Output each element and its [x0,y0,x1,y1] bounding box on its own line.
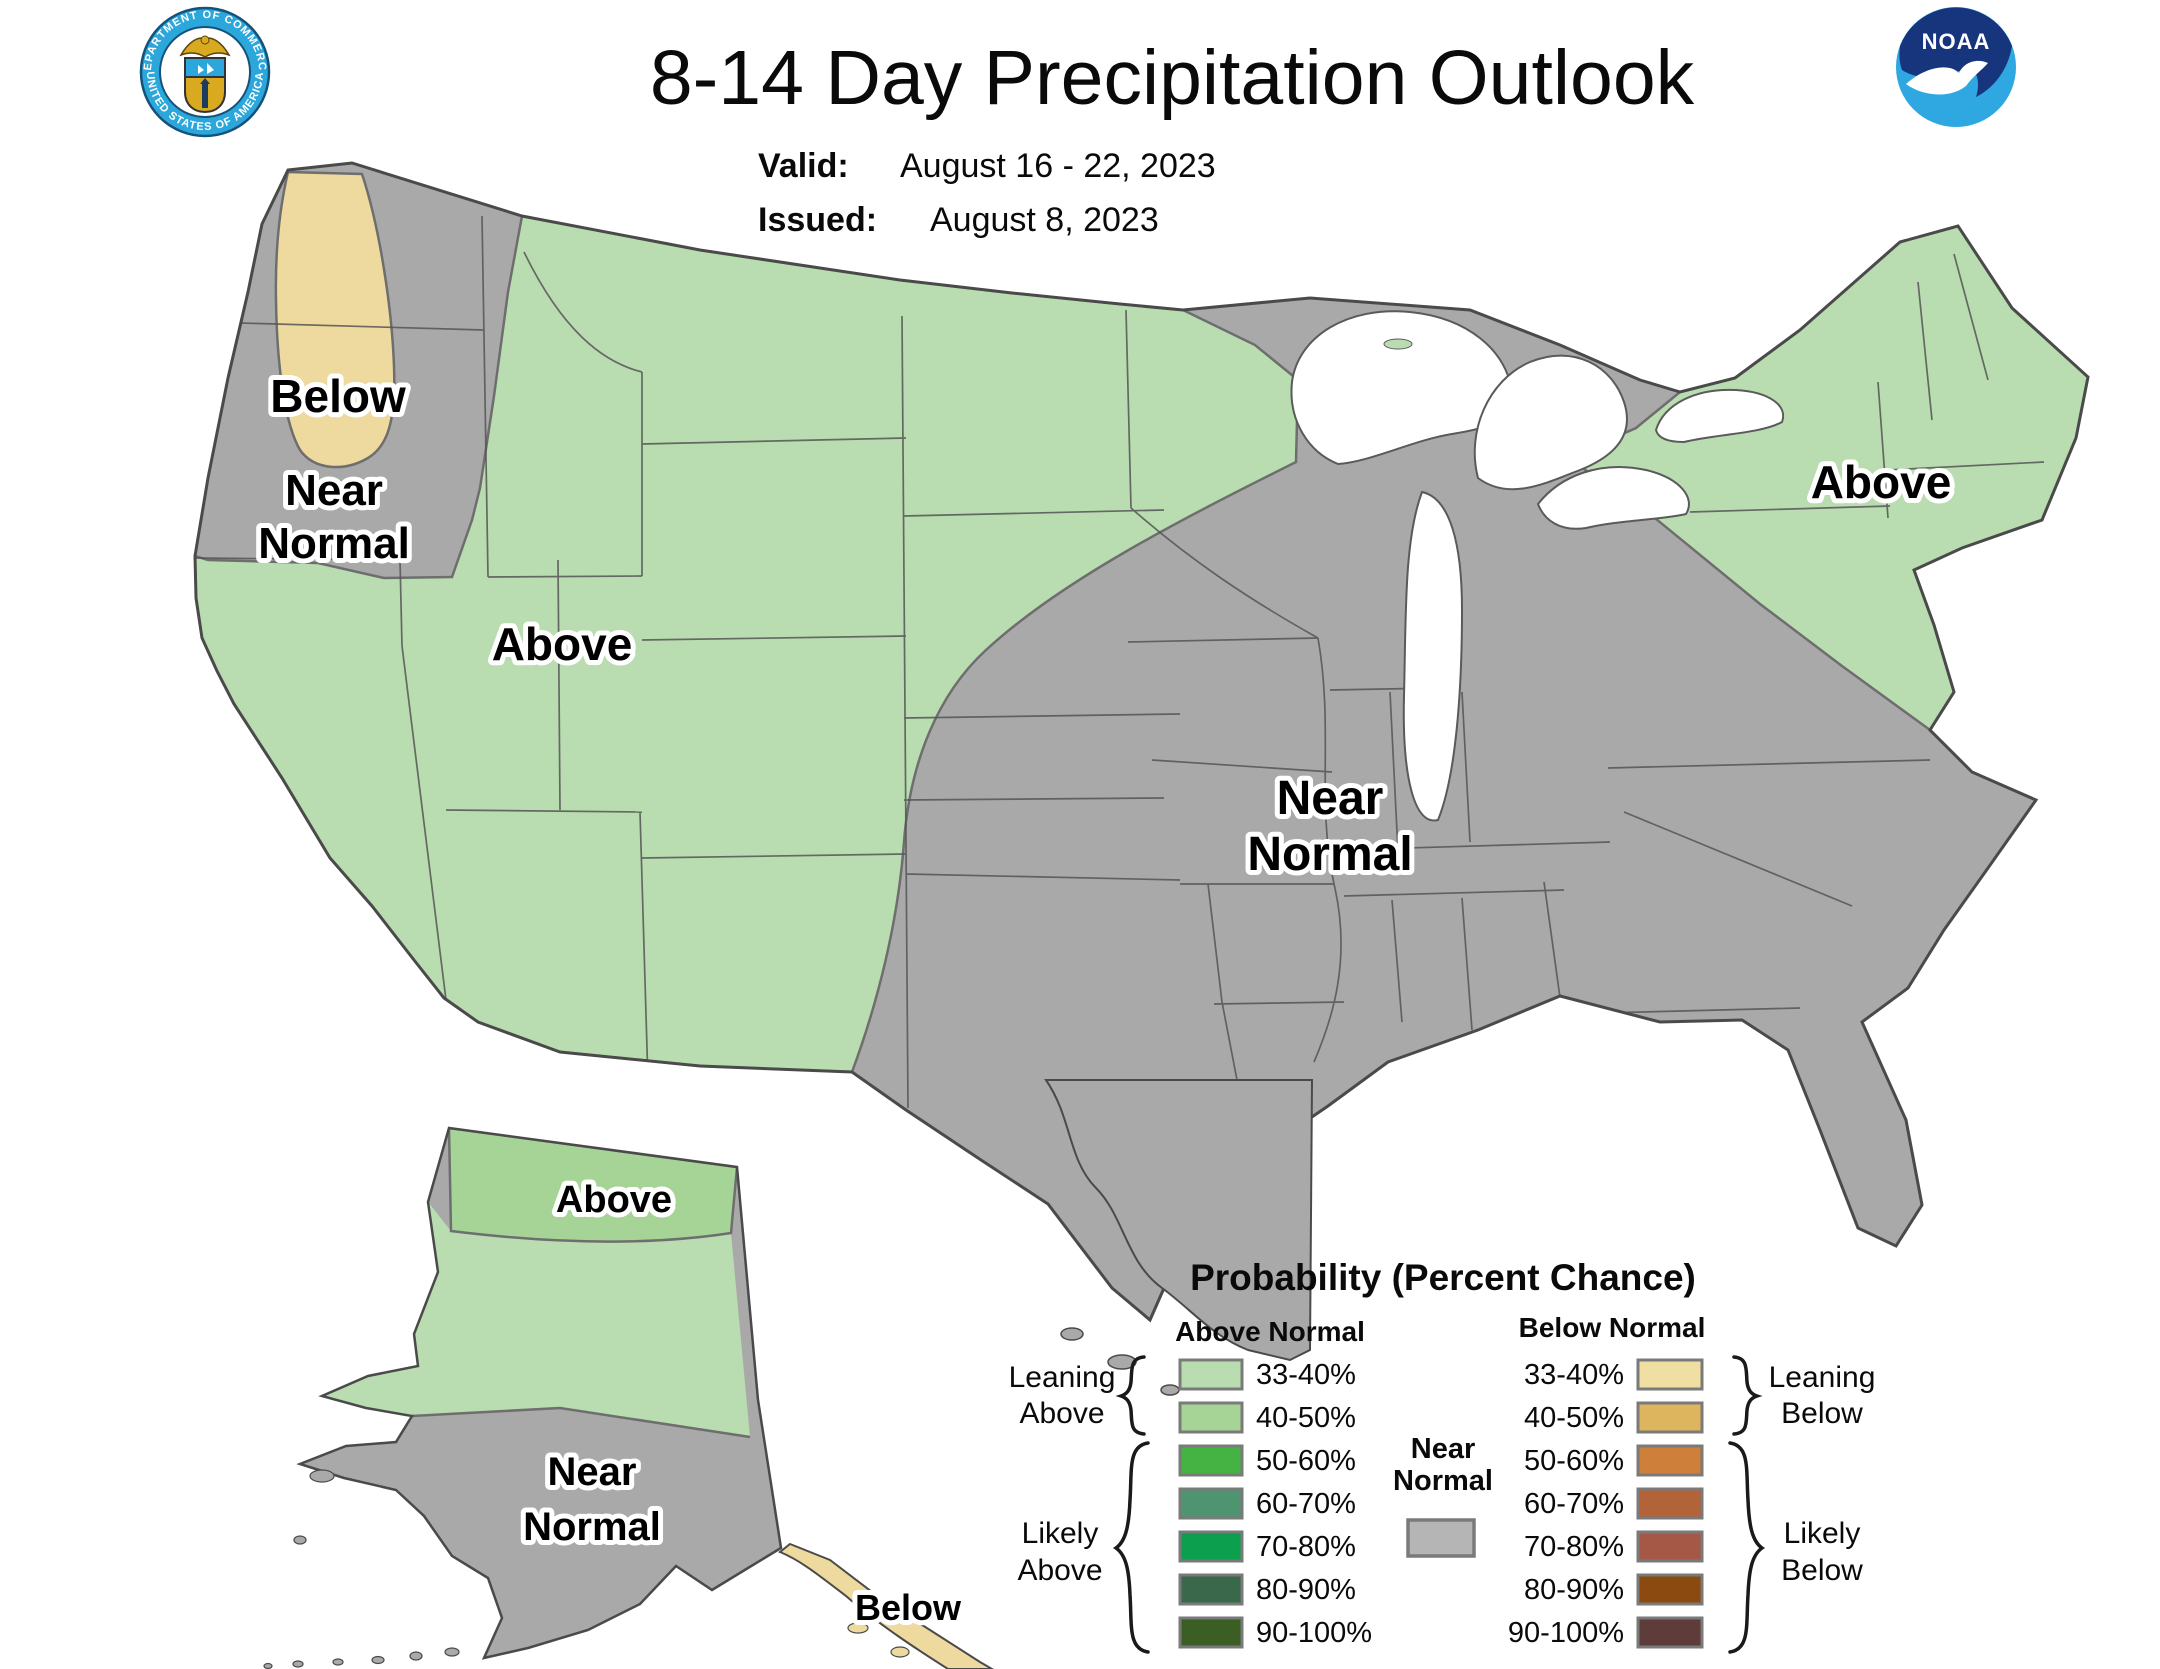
page-title: 8-14 Day Precipitation Outlook [650,35,1695,121]
alaska-map: Above Near Normal Below [263,1079,1314,1669]
seagull-icon [1906,60,1988,95]
swatch-above-60-70 [1178,1487,1244,1520]
brace-leaning-below [1732,1355,1763,1436]
label-likely-above-1: Likely [1022,1517,1099,1550]
legend: Probability (Percent Chance) Above Norma… [1009,1257,1876,1654]
legend-above-range-labels: 33-40% 40-50% 50-60% 60-70% 70-80% 80-90… [1256,1359,1372,1649]
swatch-below-50-60 [1636,1444,1704,1477]
swatch-above-40-50 [1178,1401,1244,1434]
aleutian-islands [263,1469,460,1669]
range-label: 70-80% [1524,1531,1624,1563]
swatch-above-33-40 [1178,1358,1244,1391]
lake-ontario [1654,388,1785,444]
legend-below-range-labels: 33-40% 40-50% 50-60% 60-70% 70-80% 80-90… [1508,1359,1624,1649]
isle-royale [1383,338,1413,350]
label-alaska-below: Below [855,1587,962,1628]
brace-leaning-above [1115,1355,1146,1436]
range-label: 33-40% [1524,1359,1624,1391]
swatch-below-70-80 [1636,1530,1704,1563]
label-alaska-above: Above [556,1179,672,1221]
range-label: 40-50% [1524,1402,1624,1434]
label-west-above: Above [492,618,633,670]
valid-label: Valid: [758,147,849,185]
legend-title: Probability (Percent Chance) [1190,1257,1696,1298]
range-label: 90-100% [1508,1617,1624,1649]
region-alaska-above-medium [447,1128,739,1243]
legend-above-swatches [1178,1358,1244,1649]
swatch-below-40-50 [1636,1401,1704,1434]
swatch-above-50-60 [1178,1444,1244,1477]
label-central-near-2: Normal [1247,828,1412,881]
range-label: 40-50% [1256,1402,1356,1434]
region-alaska-panhandle-below [778,1542,994,1669]
alaska-region-boundary [411,1406,751,1439]
legend-near-normal-2: Normal [1393,1465,1493,1497]
swatch-above-80-90 [1178,1573,1244,1606]
legend-above-header: Above Normal [1175,1316,1365,1347]
conus-outline [193,161,2090,1323]
panhandle-islands [847,1622,910,1658]
swatch-above-90-100 [1178,1616,1244,1649]
label-pnw-near-1: Near [285,466,383,515]
range-label: 80-90% [1256,1574,1356,1606]
label-alaska-near-2: Normal [523,1505,661,1549]
canada-landmass [1044,1079,1314,1362]
commerce-seal-logo: DEPARTMENT OF COMMERCE UNITED STATES OF … [0,0,271,138]
range-label: 50-60% [1524,1445,1624,1477]
label-likely-above-2: Above [1017,1554,1102,1587]
eagle-icon [179,35,231,58]
shield-icon [184,57,226,114]
range-label: 90-100% [1256,1617,1372,1649]
label-pnw-below: Below [270,370,406,422]
label-pnw-near-2: Normal [258,519,410,568]
range-label: 60-70% [1524,1488,1624,1520]
range-label: 50-60% [1256,1445,1356,1477]
swatch-below-80-90 [1636,1573,1704,1606]
issued-label: Issued: [758,201,877,239]
swatch-below-33-40 [1636,1358,1704,1391]
label-likely-below-1: Likely [1784,1517,1861,1550]
label-likely-below-2: Below [1781,1554,1863,1587]
range-label: 33-40% [1256,1359,1356,1391]
legend-near-normal-1: Near [1411,1433,1476,1465]
valid-value: August 16 - 22, 2023 [900,147,1216,185]
label-central-near-1: Near [1277,772,1384,825]
swatch-near-normal [1406,1518,1476,1558]
lake-michigan [1402,490,1464,822]
label-alaska-near-1: Near [548,1450,637,1494]
alaska-outline [296,1126,783,1660]
label-northeast-above: Above [1811,456,1952,508]
lake-huron [1473,354,1628,491]
conus-labels: Below Near Normal Above Near Normal Abov… [253,365,1956,886]
label-leaning-below-1: Leaning [1769,1361,1876,1394]
alaska-labels: Above Near Normal Below [518,1174,967,1633]
region-alaska-above-light [322,1202,750,1437]
swatch-below-60-70 [1636,1487,1704,1520]
great-lakes [1290,310,1785,822]
conus-map: Below Near Normal Above Near Normal Abov… [193,161,2090,1323]
label-leaning-below-2: Below [1781,1397,1863,1430]
region-pnw-below [274,170,396,469]
issued-value: August 8, 2023 [930,201,1159,239]
label-leaning-above-1: Leaning [1009,1361,1116,1394]
lake-erie [1536,466,1690,530]
label-leaning-above-2: Above [1019,1397,1104,1430]
legend-below-header: Below Normal [1519,1312,1706,1343]
range-label: 60-70% [1256,1488,1356,1520]
noaa-logo: NOAA [1896,7,2016,127]
range-label: 70-80% [1256,1531,1356,1563]
brace-likely-above [1112,1441,1150,1654]
swatch-above-70-80 [1178,1530,1244,1563]
brace-likely-below [1728,1441,1766,1654]
noaa-logo-text: NOAA [1922,29,1991,54]
legend-below-swatches [1636,1358,1704,1649]
range-label: 80-90% [1524,1574,1624,1606]
swatch-below-90-100 [1636,1616,1704,1649]
